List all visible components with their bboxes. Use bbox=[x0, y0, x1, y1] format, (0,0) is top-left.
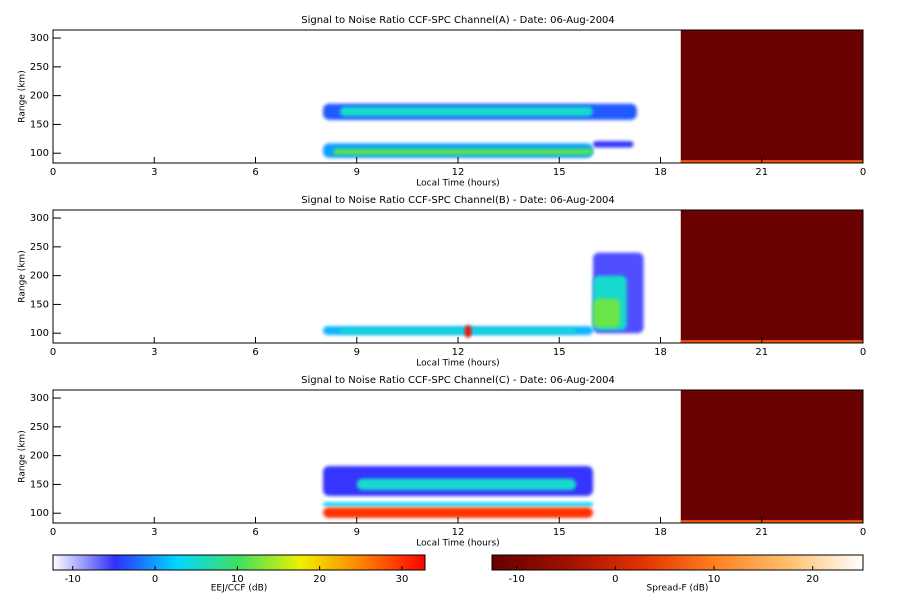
x-tick-label: 6 bbox=[252, 167, 258, 178]
x-tick-label: 21 bbox=[755, 347, 768, 358]
x-tick-label: 21 bbox=[755, 527, 768, 538]
x-tick-label: 15 bbox=[553, 347, 566, 358]
y-axis-label: Range (km) bbox=[18, 430, 28, 482]
eej-echo bbox=[339, 328, 577, 334]
spread-f-echo bbox=[680, 30, 863, 163]
colorbar-tick-label: 30 bbox=[396, 574, 409, 585]
y-tick-label: 200 bbox=[30, 91, 49, 102]
x-tick-label: 6 bbox=[252, 527, 258, 538]
y-tick-label: 300 bbox=[30, 393, 49, 404]
x-tick-label: 18 bbox=[654, 527, 667, 538]
x-tick-label: 3 bbox=[151, 527, 157, 538]
x-axis-label: Local Time (hours) bbox=[416, 179, 499, 189]
chart-title: Signal to Noise Ratio CCF-SPC Channel(B)… bbox=[301, 195, 615, 206]
eej-echo bbox=[593, 298, 620, 328]
eej-echo bbox=[333, 148, 593, 155]
eej-echo bbox=[464, 325, 472, 338]
colorbar bbox=[491, 554, 864, 571]
x-tick-label: 6 bbox=[252, 347, 258, 358]
y-tick-label: 300 bbox=[30, 33, 49, 44]
x-tick-label: 0 bbox=[860, 347, 866, 358]
y-tick-label: 150 bbox=[30, 299, 49, 310]
y-tick-label: 150 bbox=[30, 119, 49, 130]
x-axis-label: Local Time (hours) bbox=[416, 359, 499, 369]
eej-echo bbox=[356, 478, 577, 491]
spread-f-echo bbox=[680, 520, 863, 523]
colorbar-tick-label: 0 bbox=[612, 574, 618, 585]
colorbar-label: Spread-F (dB) bbox=[647, 584, 709, 594]
x-tick-label: 21 bbox=[755, 167, 768, 178]
y-tick-label: 100 bbox=[30, 328, 49, 339]
x-axis-label: Local Time (hours) bbox=[416, 539, 499, 549]
x-tick-label: 0 bbox=[50, 527, 56, 538]
x-tick-label: 12 bbox=[452, 527, 465, 538]
colorbar-tick-label: -10 bbox=[65, 574, 81, 585]
y-tick-label: 100 bbox=[30, 508, 49, 519]
eej-echo bbox=[323, 502, 593, 507]
y-tick-label: 100 bbox=[30, 148, 49, 159]
spread-f-echo bbox=[680, 160, 863, 163]
y-tick-label: 200 bbox=[30, 451, 49, 462]
colorbar-tick-label: 20 bbox=[806, 574, 819, 585]
x-tick-label: 0 bbox=[50, 347, 56, 358]
y-tick-label: 300 bbox=[30, 213, 49, 224]
colorbar-tick-label: -10 bbox=[508, 574, 524, 585]
y-axis-label: Range (km) bbox=[18, 70, 28, 122]
colorbar-tick-label: 10 bbox=[708, 574, 721, 585]
x-tick-label: 0 bbox=[50, 167, 56, 178]
x-tick-label: 18 bbox=[654, 347, 667, 358]
eej-echo bbox=[339, 106, 593, 117]
eej-echo bbox=[323, 507, 593, 518]
chart-title: Signal to Noise Ratio CCF-SPC Channel(C)… bbox=[301, 375, 615, 386]
x-tick-label: 9 bbox=[354, 347, 360, 358]
spread-f-echo bbox=[680, 390, 863, 523]
colorbar-label: EEJ/CCF (dB) bbox=[211, 584, 268, 594]
colorbar bbox=[52, 554, 426, 571]
x-tick-label: 15 bbox=[553, 527, 566, 538]
colorbar-tick-label: 20 bbox=[313, 574, 326, 585]
x-tick-label: 12 bbox=[452, 347, 465, 358]
eej-echo bbox=[593, 141, 634, 148]
x-tick-label: 0 bbox=[860, 167, 866, 178]
x-tick-label: 15 bbox=[553, 167, 566, 178]
x-tick-label: 0 bbox=[860, 527, 866, 538]
x-tick-label: 18 bbox=[654, 167, 667, 178]
y-tick-label: 250 bbox=[30, 62, 49, 73]
x-tick-label: 9 bbox=[354, 167, 360, 178]
x-tick-label: 3 bbox=[151, 167, 157, 178]
spread-f-echo bbox=[680, 210, 863, 343]
chart-title: Signal to Noise Ratio CCF-SPC Channel(A)… bbox=[301, 15, 615, 26]
y-tick-label: 200 bbox=[30, 271, 49, 282]
x-tick-label: 12 bbox=[452, 167, 465, 178]
x-tick-label: 9 bbox=[354, 527, 360, 538]
y-axis-label: Range (km) bbox=[18, 250, 28, 302]
y-tick-label: 150 bbox=[30, 479, 49, 490]
x-tick-label: 3 bbox=[151, 347, 157, 358]
colorbar-tick-label: 10 bbox=[231, 574, 244, 585]
spread-f-echo bbox=[680, 340, 863, 343]
y-tick-label: 250 bbox=[30, 242, 49, 253]
y-tick-label: 250 bbox=[30, 422, 49, 433]
colorbar-tick-label: 0 bbox=[152, 574, 158, 585]
